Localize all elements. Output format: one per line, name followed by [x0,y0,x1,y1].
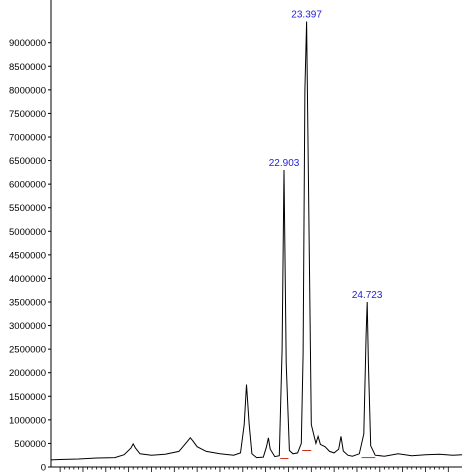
chromatogram-trace [50,21,463,461]
peak-baselines [280,450,376,460]
x-axis-ticks [59,467,449,472]
y-tick-label: 6000000 [9,180,46,191]
y-tick-label: 7500000 [9,109,46,120]
y-tick-label: 5000000 [9,227,46,238]
y-tick-label: 4500000 [9,250,46,261]
y-tick-label: 8000000 [9,85,46,96]
y-tick-label: 500000 [14,439,46,450]
y-tick-label: 7000000 [9,133,46,144]
y-tick-label: 6500000 [9,156,46,167]
y-tick-label: 1500000 [9,392,46,403]
y-tick-label: 4000000 [9,274,46,285]
y-tick-label: 9000000 [9,38,46,49]
peak-label: 22.903 [269,158,300,169]
peak-label: 23.397 [291,10,322,21]
y-tick-label: 2500000 [9,345,46,356]
y-tick-label: 1000000 [9,415,46,426]
y-tick-label: 3000000 [9,321,46,332]
peak-labels: 22.903 23.397 24.723 [269,10,383,302]
y-tick-label: 0 [41,463,46,474]
peak-label: 24.723 [352,290,383,301]
y-tick-label: 2000000 [9,368,46,379]
y-tick-label: 8500000 [9,62,46,73]
y-tick-label: 3500000 [9,298,46,309]
y-tick-label: 5500000 [9,203,46,214]
y-axis-ticks: 0 500000 1000000 1500000 2000000 2500000 30000… [9,38,51,474]
